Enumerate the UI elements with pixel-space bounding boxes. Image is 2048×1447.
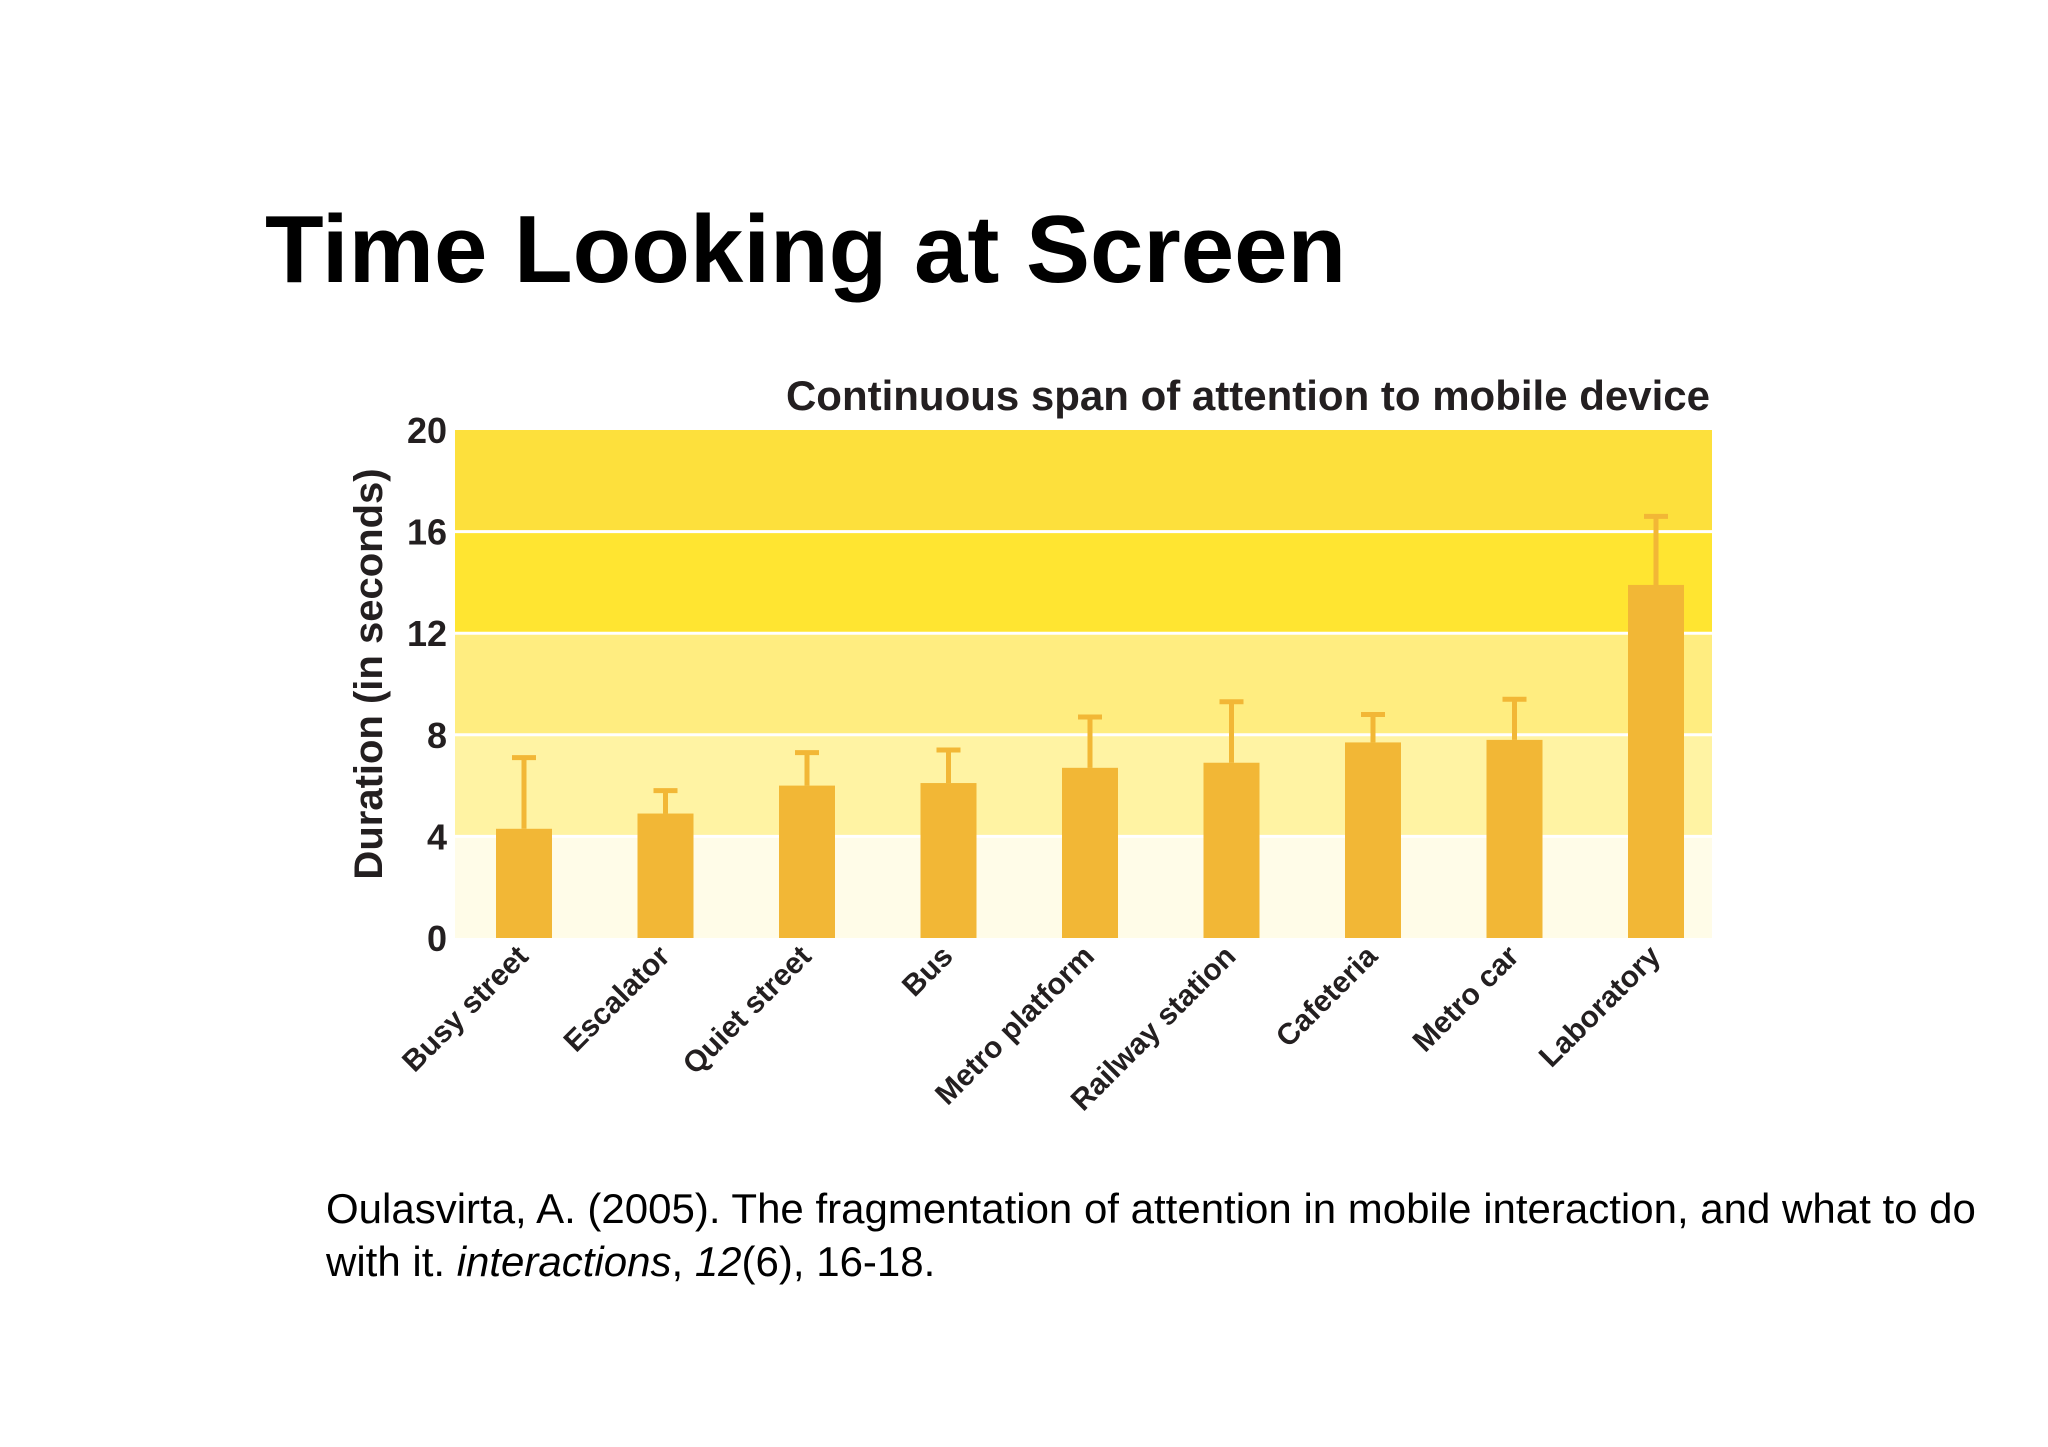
- bar-2: [779, 785, 835, 938]
- band-3: [455, 531, 1712, 634]
- x-tick-label-0: Busy street: [396, 940, 535, 1079]
- band-4: [455, 430, 1712, 532]
- bar-4: [1062, 767, 1118, 938]
- y-tick-label-20: 20: [407, 410, 447, 451]
- chart-title: Continuous span of attention to mobile d…: [786, 372, 1710, 419]
- citation: Oulasvirta, A. (2005). The fragmentation…: [326, 1182, 2048, 1288]
- citation-tail: (6), 16-18.: [741, 1238, 936, 1285]
- slide-title: Time Looking at Screen: [265, 196, 1347, 303]
- x-tick-label-7: Metro car: [1407, 939, 1526, 1058]
- bar-5: [1203, 762, 1260, 938]
- x-tick-label-2: Quiet street: [677, 940, 818, 1081]
- y-tick-label-8: 8: [427, 715, 447, 756]
- band-2: [455, 633, 1712, 735]
- bar-6: [1345, 742, 1401, 938]
- citation-separator: ,: [671, 1238, 695, 1285]
- bar-3: [920, 783, 977, 938]
- bars: [496, 584, 1684, 938]
- x-tick-labels: Busy street Escalator Quiet street Bus Metro…: [396, 939, 1667, 1117]
- y-axis-label: Duration (in seconds): [347, 468, 391, 879]
- x-tick-label-6: Cafeteria: [1270, 939, 1384, 1053]
- citation-volume: 12: [694, 1238, 742, 1285]
- x-tick-label-3: Bus: [896, 940, 959, 1003]
- y-tick-label-0: 0: [427, 918, 447, 959]
- x-tick-label-8: Laboratory: [1533, 939, 1667, 1073]
- y-tick-label-16: 16: [407, 512, 447, 553]
- citation-authors: Oulasvirta, A. (2005). The fragmentation…: [326, 1185, 1976, 1285]
- x-tick-label-1: Escalator: [558, 939, 677, 1058]
- y-tick-labels: 0 4 8 12 16 20: [407, 410, 447, 959]
- bar-8: [1628, 584, 1684, 938]
- citation-journal: interactions: [456, 1238, 672, 1285]
- bar-1: [637, 813, 694, 938]
- y-tick-label-4: 4: [427, 816, 447, 857]
- bar-7: [1486, 739, 1543, 938]
- bar-0: [496, 828, 552, 938]
- y-tick-label-12: 12: [407, 613, 447, 654]
- error-bars: [512, 513, 1668, 829]
